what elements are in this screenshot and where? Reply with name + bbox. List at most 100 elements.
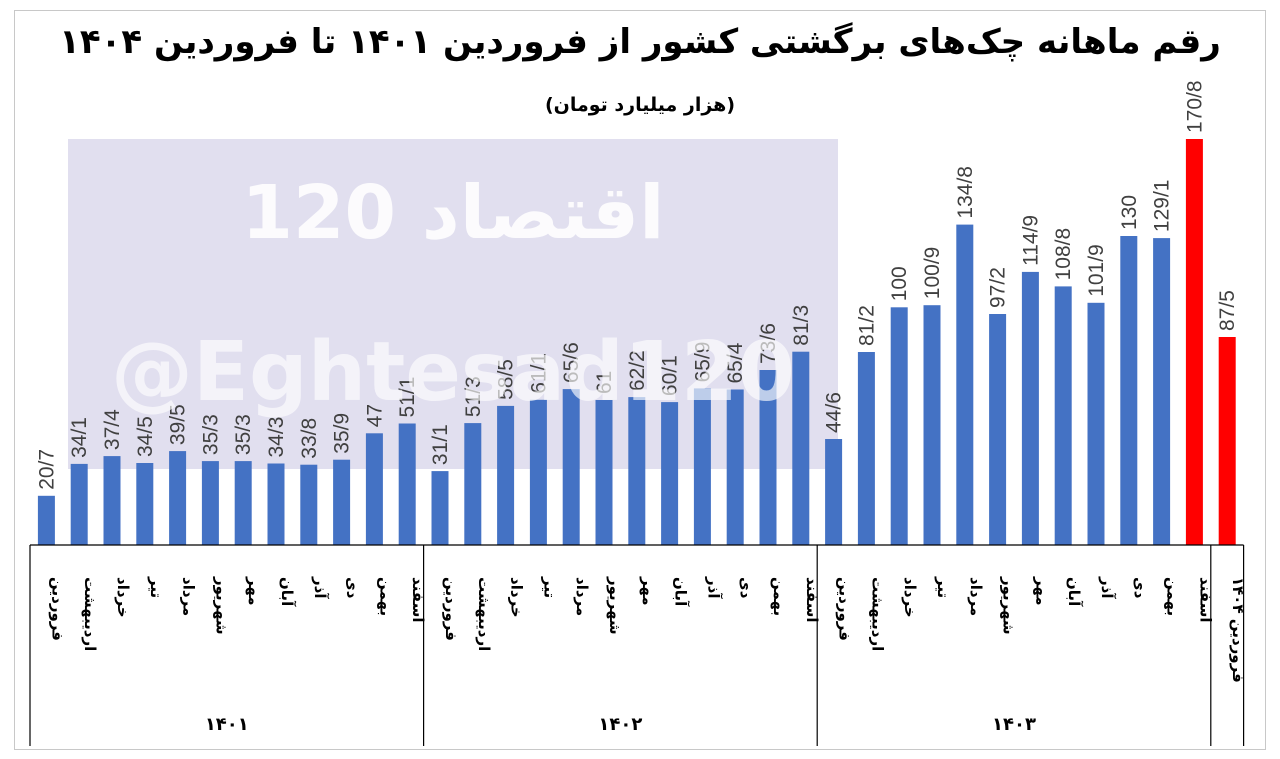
bar-value-label: 34/1 xyxy=(68,417,91,458)
chart-title: رقم ماهانه چک‌های برگشتی کشور از فروردین… xyxy=(59,22,1221,62)
bar xyxy=(1054,286,1072,545)
bar xyxy=(201,461,219,545)
bar xyxy=(70,463,88,545)
bar xyxy=(267,463,285,545)
month-tick-label: خرداد xyxy=(508,577,526,618)
year-group-label: ۱۴۰۳ xyxy=(992,714,1036,735)
bar xyxy=(923,305,941,545)
month-tick-label: اسفند xyxy=(803,577,821,622)
bar xyxy=(1021,271,1039,545)
month-tick-label: بهمن xyxy=(376,577,394,616)
month-tick-label: شهریور xyxy=(212,576,230,635)
bar xyxy=(857,352,875,545)
bar-value-label: 87/5 xyxy=(1216,290,1239,331)
bar xyxy=(825,439,843,545)
month-tick-label: دی xyxy=(344,577,362,599)
month-tick-label: خرداد xyxy=(901,577,919,618)
bar-value-label: 58/5 xyxy=(495,359,518,400)
watermark-handle: @Eghtesad120 xyxy=(111,325,795,420)
bar-value-label: 20/7 xyxy=(35,449,58,490)
bar xyxy=(529,399,547,545)
bar-value-label: 60/1 xyxy=(659,355,682,396)
bar-value-label: 100/9 xyxy=(921,247,944,300)
bar xyxy=(37,495,55,545)
bar xyxy=(300,464,318,545)
month-tick-label: فروردین xyxy=(836,577,854,641)
bar xyxy=(1120,236,1138,545)
bar xyxy=(562,389,580,545)
bar xyxy=(1153,238,1171,545)
chart-frame xyxy=(14,10,1266,750)
bar-value-label: 31/1 xyxy=(429,424,452,465)
bar-value-label: 170/8 xyxy=(1183,80,1206,133)
month-tick-label: آبان xyxy=(1065,577,1083,607)
month-tick-label: بهمن xyxy=(1164,577,1182,616)
bar-value-label: 65/4 xyxy=(724,342,747,383)
month-tick-label: دی xyxy=(1131,577,1149,599)
month-tick-label: مرداد xyxy=(967,577,985,616)
bar-value-label: 35/3 xyxy=(199,414,222,455)
month-tick-label: آذر xyxy=(704,576,722,599)
bar xyxy=(595,400,613,545)
bar-value-label: 114/9 xyxy=(1019,215,1042,266)
month-tick-label: خرداد xyxy=(114,577,132,618)
month-tick-label: مهر xyxy=(245,576,263,606)
month-tick-label: اردیبهشت xyxy=(475,577,493,651)
bar xyxy=(365,433,383,545)
bar-value-label: 81/3 xyxy=(790,305,813,346)
month-tick-label: آبان xyxy=(672,577,690,607)
month-tick-label: فروردین xyxy=(48,577,66,641)
bar xyxy=(333,459,351,545)
bar-value-label: 65/9 xyxy=(691,342,714,383)
month-tick-label: بهمن xyxy=(770,577,788,616)
bar-value-label: 47 xyxy=(363,404,386,427)
bar-value-label: 34/5 xyxy=(134,416,157,457)
month-tick-label: شهریور xyxy=(1000,576,1018,635)
month-tick-label: شهریور xyxy=(606,576,624,635)
bar-value-label: 62/2 xyxy=(626,350,649,391)
month-tick-label: فروردین ۱۴۰۴ xyxy=(1229,577,1247,683)
month-tick-label: مهر xyxy=(1032,576,1050,606)
bar xyxy=(234,461,252,545)
bar-value-label: 39/5 xyxy=(167,404,190,445)
bar-value-label: 100 xyxy=(888,266,911,301)
bar-value-label: 33/8 xyxy=(298,418,321,459)
bar xyxy=(398,423,416,545)
bar-value-label: 129/1 xyxy=(1151,180,1174,233)
month-tick-label: اردیبهشت xyxy=(81,577,99,651)
chart-subtitle: (هزار میلیارد تومان) xyxy=(544,94,736,116)
bar xyxy=(989,314,1007,545)
bar-value-label: 37/4 xyxy=(101,409,124,450)
month-tick-label: تیر xyxy=(934,576,952,598)
bar-value-label: 97/2 xyxy=(987,267,1010,308)
month-tick-label: اردیبهشت xyxy=(868,577,886,651)
bar-value-label: 51/1 xyxy=(396,377,419,418)
bar xyxy=(1087,302,1105,545)
bar xyxy=(1185,139,1203,545)
bar xyxy=(628,397,646,545)
bar xyxy=(726,389,744,545)
month-tick-label: اسفند xyxy=(1196,577,1214,622)
month-tick-label: آذر xyxy=(311,576,329,599)
month-tick-label: اسفند xyxy=(409,577,427,622)
bar-value-label: 44/6 xyxy=(823,392,846,433)
bar-value-label: 81/2 xyxy=(855,305,878,346)
watermark-text: اقتصاد 120 xyxy=(241,170,665,256)
year-group-label: ۱۴۰۱ xyxy=(205,714,249,735)
bar-value-label: 61 xyxy=(593,371,616,394)
bar xyxy=(1218,337,1236,545)
bar-value-label: 35/9 xyxy=(331,413,354,454)
bar-value-label: 61/1 xyxy=(527,353,550,394)
bar xyxy=(890,307,908,545)
bar xyxy=(693,388,711,545)
bar xyxy=(759,370,777,545)
bar xyxy=(136,463,154,545)
bar-value-label: 101/9 xyxy=(1085,244,1108,297)
month-tick-label: آذر xyxy=(1098,576,1116,599)
bar-value-label: 51/3 xyxy=(462,376,485,417)
month-tick-label: مهر xyxy=(639,576,657,606)
month-tick-label: تیر xyxy=(540,576,558,598)
bar xyxy=(956,224,974,545)
bar xyxy=(497,405,515,545)
